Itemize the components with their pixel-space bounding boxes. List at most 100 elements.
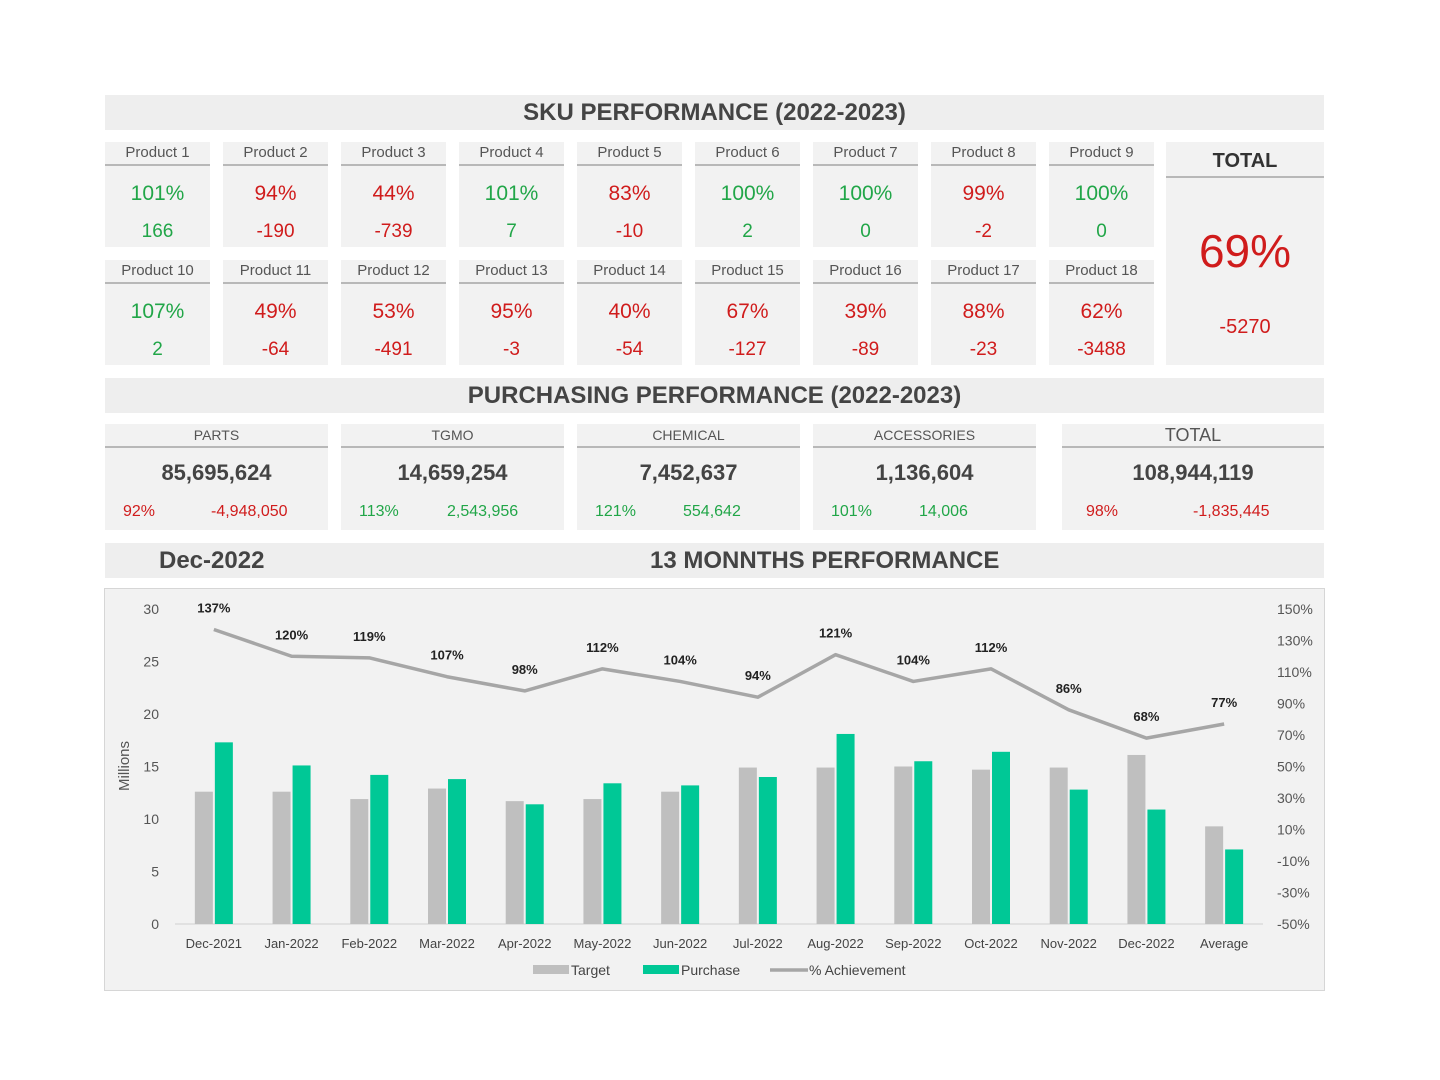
y-tick-label: 15 <box>143 759 159 775</box>
purchasing-category-pct: 121% <box>595 503 636 520</box>
sku-product-pct: 62% <box>1080 300 1123 323</box>
sku-card: Product 3 44% -739 <box>341 142 446 247</box>
x-tick-label: Apr-2022 <box>498 936 551 951</box>
sku-product-name: Product 18 <box>1049 260 1154 284</box>
achievement-data-label: 98% <box>512 662 538 677</box>
sku-card: Product 6 100% 2 <box>695 142 800 247</box>
purchase-bar <box>681 785 700 924</box>
sku-product-pct: 83% <box>608 182 651 205</box>
sku-product-value: 2 <box>742 221 753 242</box>
sku-product-name: Product 6 <box>695 142 800 166</box>
y-tick-label: 20 <box>143 706 159 722</box>
sku-card: Product 7 100% 0 <box>813 142 918 247</box>
sku-product-pct: 94% <box>254 182 297 205</box>
sku-card: Product 9 100% 0 <box>1049 142 1154 247</box>
sku-product-value: -64 <box>261 339 290 360</box>
sku-card: Product 13 95% -3 <box>459 260 564 365</box>
purchasing-total-card: TOTAL 108,944,119 98% -1,835,445 <box>1062 424 1324 530</box>
purchase-bar <box>1147 809 1166 924</box>
x-tick-label: Aug-2022 <box>807 936 863 951</box>
y-tick-label: 10 <box>143 811 159 827</box>
sku-product-value: -3 <box>503 339 520 360</box>
x-tick-label: Dec-2022 <box>1118 936 1174 951</box>
target-bar <box>1127 754 1146 924</box>
achievement-data-label: 112% <box>975 640 1008 655</box>
y-tick-label: 25 <box>143 654 159 670</box>
sku-product-name: Product 17 <box>931 260 1036 284</box>
sku-product-name: Product 13 <box>459 260 564 284</box>
target-bar <box>894 766 913 924</box>
purchase-bar <box>448 779 466 924</box>
target-bar <box>1205 826 1224 924</box>
sku-total-value: -5270 <box>1219 316 1271 338</box>
purchasing-card: TGMO 14,659,254 113% 2,543,956 <box>341 424 564 530</box>
sku-product-pct: 67% <box>726 300 769 323</box>
x-tick-label: Nov-2022 <box>1041 936 1097 951</box>
sku-product-value: 7 <box>506 221 517 242</box>
sku-product-value: -54 <box>615 339 644 360</box>
x-tick-label: Sep-2022 <box>885 936 941 951</box>
purchase-bar <box>292 765 311 924</box>
period-title: 13 MONNTHS PERFORMANCE <box>650 547 1000 574</box>
sku-product-value: -2 <box>975 221 992 242</box>
target-bar <box>272 791 291 924</box>
achievement-data-label: 104% <box>664 652 698 667</box>
sku-card: Product 18 62% -3488 <box>1049 260 1154 365</box>
achievement-data-label: 107% <box>430 648 464 663</box>
purchasing-performance-title: PURCHASING PERFORMANCE (2022-2023) <box>105 378 1324 413</box>
sku-total-pct: 69% <box>1198 225 1292 277</box>
purchase-bar <box>836 733 855 924</box>
x-tick-label: Oct-2022 <box>964 936 1017 951</box>
purchasing-category-label: TGMO <box>341 424 564 448</box>
sku-card: Product 17 88% -23 <box>931 260 1036 365</box>
purchase-bar <box>370 774 389 924</box>
legend-target-label: Target <box>571 962 610 978</box>
sku-card: Product 10 107% 2 <box>105 260 210 365</box>
sku-product-name: Product 4 <box>459 142 564 166</box>
sku-product-name: Product 11 <box>223 260 328 284</box>
y2-tick-label: 110% <box>1277 664 1312 680</box>
purchase-bar <box>214 742 233 924</box>
legend-purchase-swatch <box>643 965 679 974</box>
sku-product-name: Product 14 <box>577 260 682 284</box>
achievement-data-label: 94% <box>745 668 771 683</box>
achievement-data-label: 86% <box>1056 681 1082 696</box>
sku-product-pct: 101% <box>484 182 539 205</box>
sku-product-pct: 100% <box>1074 182 1129 205</box>
sku-product-pct: 40% <box>608 300 651 323</box>
purchase-bar <box>992 751 1010 924</box>
sku-product-value: -739 <box>374 221 413 242</box>
y2-tick-label: -10% <box>1277 853 1310 869</box>
target-bar <box>738 767 757 924</box>
purchasing-category-diff: 2,543,956 <box>447 503 519 520</box>
y2-tick-label: -30% <box>1277 885 1310 901</box>
target-bar <box>816 767 835 924</box>
sku-product-pct: 44% <box>372 182 415 205</box>
y2-tick-label: 30% <box>1277 790 1305 806</box>
target-bar <box>505 801 524 924</box>
x-tick-label: Jul-2022 <box>733 936 783 951</box>
sku-total-label: TOTAL <box>1166 142 1324 178</box>
x-tick-label: Jan-2022 <box>264 936 318 951</box>
purchasing-card: PARTS 85,695,624 92% -4,948,050 <box>105 424 328 530</box>
sku-card: Product 11 49% -64 <box>223 260 328 365</box>
sku-product-name: Product 8 <box>931 142 1036 166</box>
target-bar <box>972 769 990 924</box>
sku-card: Product 5 83% -10 <box>577 142 682 247</box>
sku-card: Product 2 94% -190 <box>223 142 328 247</box>
period-month: Dec-2022 <box>159 547 265 574</box>
target-bar <box>1049 767 1068 924</box>
x-tick-label: Average <box>1200 936 1248 951</box>
y-tick-label: 5 <box>151 864 159 880</box>
legend-achievement-label: % Achievement <box>809 962 906 978</box>
y2-tick-label: 150% <box>1277 601 1313 617</box>
x-tick-label: Jun-2022 <box>653 936 707 951</box>
purchase-bar <box>758 777 777 924</box>
y2-tick-label: 70% <box>1277 727 1305 743</box>
sku-product-value: 0 <box>1096 221 1107 242</box>
y2-tick-label: 130% <box>1277 633 1313 649</box>
performance-chart-svg: 0 5 10 15 20 25 30 -50% -30% -10% 10% 30% 50% 70% 90% 1… <box>116 600 1313 978</box>
purchasing-category-label: ACCESSORIES <box>813 424 1036 448</box>
purchasing-category-diff: 554,642 <box>683 503 741 520</box>
purchasing-category-label: PARTS <box>105 424 328 448</box>
